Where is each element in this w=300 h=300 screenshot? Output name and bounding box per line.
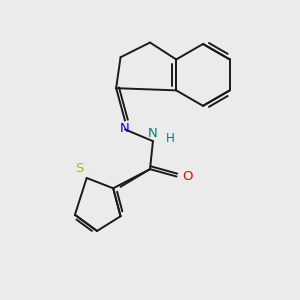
- Text: H: H: [166, 132, 175, 145]
- Text: S: S: [75, 162, 84, 175]
- Text: N: N: [148, 127, 158, 140]
- Text: N: N: [120, 122, 130, 135]
- Text: O: O: [182, 170, 192, 183]
